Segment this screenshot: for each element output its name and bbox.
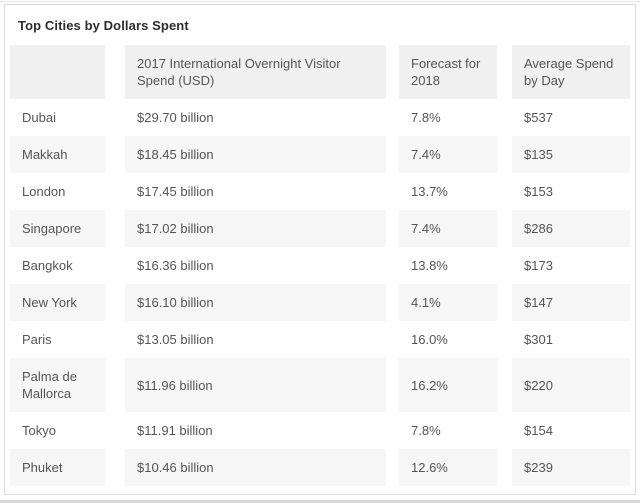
header-row: 2017 International Overnight Visitor Spe… — [10, 45, 630, 99]
top-cities-table: 2017 International Overnight Visitor Spe… — [10, 45, 630, 486]
cell-avg-spend: $220 — [512, 358, 630, 412]
header-visitor-spend: 2017 International Overnight Visitor Spe… — [125, 45, 399, 99]
table-row: Makkah $18.45 billion 7.4% $135 — [10, 136, 630, 173]
table-row: Singapore $17.02 billion 7.4% $286 — [10, 210, 630, 247]
cell-forecast: 7.4% — [399, 210, 512, 247]
cell-forecast: 16.2% — [399, 358, 512, 412]
header-forecast: Forecast for 2018 — [399, 45, 512, 99]
table-row: Palma de Mallorca $11.96 billion 16.2% $220 — [10, 358, 630, 412]
table-row: Tokyo $11.91 billion 7.8% $154 — [10, 412, 630, 449]
table-row: London $17.45 billion 13.7% $153 — [10, 173, 630, 210]
table-card: Top Cities by Dollars Spent 2017 Interna… — [4, 4, 636, 495]
cell-visitor-spend: $16.36 billion — [125, 247, 399, 284]
cell-forecast: 13.7% — [399, 173, 512, 210]
header-city — [10, 45, 125, 99]
table-row: Phuket $10.46 billion 12.6% $239 — [10, 449, 630, 486]
cell-city: Bangkok — [10, 247, 125, 284]
cell-city: Singapore — [10, 210, 125, 247]
table-header: 2017 International Overnight Visitor Spe… — [10, 45, 630, 99]
cell-avg-spend: $173 — [512, 247, 630, 284]
cell-avg-spend: $154 — [512, 412, 630, 449]
top-divider — [0, 1, 640, 2]
cell-visitor-spend: $11.96 billion — [125, 358, 399, 412]
cell-avg-spend: $239 — [512, 449, 630, 486]
cell-visitor-spend: $17.45 billion — [125, 173, 399, 210]
cell-city: Palma de Mallorca — [10, 358, 125, 412]
cell-avg-spend: $286 — [512, 210, 630, 247]
header-avg-spend: Average Spend by Day — [512, 45, 630, 99]
table-row: Bangkok $16.36 billion 13.8% $173 — [10, 247, 630, 284]
table-row: Dubai $29.70 billion 7.8% $537 — [10, 99, 630, 136]
cell-visitor-spend: $13.05 billion — [125, 321, 399, 358]
cell-forecast: 7.8% — [399, 412, 512, 449]
cell-avg-spend: $301 — [512, 321, 630, 358]
cell-visitor-spend: $29.70 billion — [125, 99, 399, 136]
cell-visitor-spend: $11.91 billion — [125, 412, 399, 449]
cell-avg-spend: $147 — [512, 284, 630, 321]
table-title: Top Cities by Dollars Spent — [18, 18, 189, 33]
cell-city: New York — [10, 284, 125, 321]
cell-city: Paris — [10, 321, 125, 358]
cell-city: London — [10, 173, 125, 210]
cell-visitor-spend: $18.45 billion — [125, 136, 399, 173]
cell-avg-spend: $135 — [512, 136, 630, 173]
cell-avg-spend: $537 — [512, 99, 630, 136]
cell-forecast: 7.4% — [399, 136, 512, 173]
cell-forecast: 12.6% — [399, 449, 512, 486]
table-body: Dubai $29.70 billion 7.8% $537 Makkah $18.45 … — [10, 99, 630, 486]
cell-visitor-spend: $10.46 billion — [125, 449, 399, 486]
cell-visitor-spend: $17.02 billion — [125, 210, 399, 247]
cell-forecast: 4.1% — [399, 284, 512, 321]
cell-city: Tokyo — [10, 412, 125, 449]
cell-city: Phuket — [10, 449, 125, 486]
table-row: New York $16.10 billion 4.1% $147 — [10, 284, 630, 321]
table-row: Paris $13.05 billion 16.0% $301 — [10, 321, 630, 358]
cell-city: Dubai — [10, 99, 125, 136]
cell-avg-spend: $153 — [512, 173, 630, 210]
cell-forecast: 16.0% — [399, 321, 512, 358]
cell-city: Makkah — [10, 136, 125, 173]
cell-forecast: 7.8% — [399, 99, 512, 136]
cell-forecast: 13.8% — [399, 247, 512, 284]
cell-visitor-spend: $16.10 billion — [125, 284, 399, 321]
bottom-divider — [0, 500, 640, 503]
